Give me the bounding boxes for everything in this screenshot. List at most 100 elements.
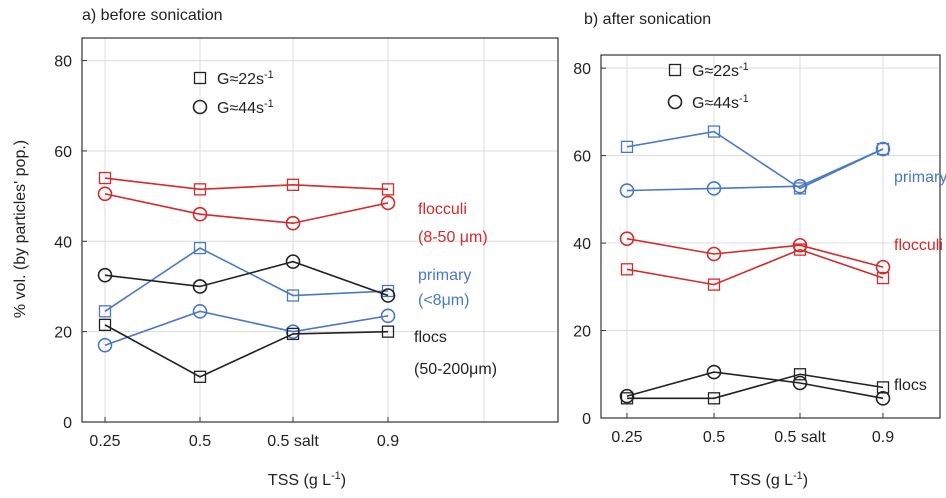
series-line xyxy=(626,148,884,192)
data-point xyxy=(875,259,891,275)
y-tick-label: 60 xyxy=(54,144,72,161)
panel-title: a) before sonication xyxy=(82,7,223,24)
data-point xyxy=(380,195,396,211)
panel-title: b) after sonication xyxy=(584,11,711,28)
series-flocs-square xyxy=(620,368,890,405)
y-tick-label: 40 xyxy=(54,234,72,251)
legend-label: G≈22s-1 xyxy=(217,69,274,88)
legend-circle-marker xyxy=(667,94,683,110)
series-annotation: flocs xyxy=(894,377,927,394)
series-line xyxy=(104,324,389,378)
legend-circle-marker xyxy=(192,99,208,115)
data-point xyxy=(620,140,634,153)
legend-label: G≈22s-1 xyxy=(692,61,749,80)
data-point xyxy=(620,263,634,276)
data-point xyxy=(192,206,208,222)
panel-b: b) after sonication 0 20 40 60 80 0.25 0.5 0.5 s… xyxy=(573,11,946,489)
data-point xyxy=(193,241,207,255)
x-tick-label: 0.5 xyxy=(189,433,211,450)
series-annotation: (<8μm) xyxy=(418,292,469,309)
series-flocculi-square xyxy=(98,171,395,196)
series-annotation: flocculi xyxy=(418,201,467,218)
series-line xyxy=(104,310,389,346)
data-point xyxy=(192,279,208,294)
data-point xyxy=(286,289,300,302)
x-tick-label: 0.9 xyxy=(377,433,399,450)
y-tick-label: 20 xyxy=(54,325,72,342)
data-point xyxy=(380,288,396,303)
legend-label: G≈44s-1 xyxy=(217,98,274,117)
data-point xyxy=(619,231,635,246)
series-annotation: (50-200μm) xyxy=(414,361,497,378)
series-annotation: primary xyxy=(894,169,946,186)
series-primary-circle xyxy=(97,304,396,353)
data-point xyxy=(876,381,890,394)
y-axis-label: % vol. (by particles' pop.) xyxy=(12,140,29,318)
legend-square-marker xyxy=(193,71,207,85)
x-tick-label: 0.9 xyxy=(872,429,894,446)
series-line xyxy=(104,177,389,191)
series-line xyxy=(627,373,884,400)
series-flocculi-square xyxy=(620,243,890,291)
data-point xyxy=(193,183,207,196)
y-tick-label: 0 xyxy=(582,411,591,428)
data-point xyxy=(98,305,112,318)
series-line xyxy=(626,371,884,400)
data-point xyxy=(381,325,395,338)
data-point xyxy=(793,368,807,381)
data-point xyxy=(97,186,113,202)
series-flocculi-circle xyxy=(619,231,891,275)
data-point xyxy=(192,304,208,319)
data-point xyxy=(97,337,113,353)
x-tick-label: 0.5 salt xyxy=(774,429,826,446)
data-point xyxy=(285,324,301,339)
data-point xyxy=(875,391,891,406)
x-tick-label: 0.5 salt xyxy=(267,433,319,450)
series-annotation: primary xyxy=(418,267,471,284)
data-point xyxy=(706,246,722,262)
data-point xyxy=(619,183,635,198)
series-annotation: (8-50 μm) xyxy=(418,229,488,246)
data-point xyxy=(706,181,722,196)
data-point xyxy=(707,392,721,405)
series-line xyxy=(104,260,389,297)
legend-label: G≈44s-1 xyxy=(692,93,749,112)
data-point xyxy=(706,364,722,380)
series-annotation: flocs xyxy=(414,329,447,346)
data-point xyxy=(286,327,300,341)
data-point xyxy=(876,271,890,285)
series-flocs-circle xyxy=(97,254,396,303)
series-primary-circle xyxy=(619,141,891,198)
x-tick-label: 0.25 xyxy=(89,433,120,450)
data-point xyxy=(792,178,808,194)
series-flocs-square xyxy=(98,318,395,383)
legend-square-marker xyxy=(668,63,682,77)
panel-a: a) before sonication 0 20 40 60 80 0.25 0.5 0.5 … xyxy=(12,7,559,489)
data-point xyxy=(619,388,635,404)
y-tick-label: 80 xyxy=(54,54,72,71)
series-line xyxy=(626,248,884,286)
data-point xyxy=(875,141,891,157)
data-point xyxy=(98,318,112,332)
x-tick-label: 0.25 xyxy=(611,429,642,446)
data-point xyxy=(707,125,721,138)
x-axis-label: TSS (g L-1) xyxy=(268,470,346,489)
y-tick-label: 60 xyxy=(573,149,591,166)
x-axis-label: TSS (g L-1) xyxy=(730,470,808,489)
series-line xyxy=(104,193,389,225)
series-line xyxy=(626,237,884,268)
data-point xyxy=(97,267,113,283)
data-point xyxy=(285,215,301,231)
data-point xyxy=(792,375,808,391)
series-flocs-circle xyxy=(619,364,891,406)
data-point xyxy=(286,178,300,191)
series-primary-square xyxy=(620,125,890,195)
data-point xyxy=(876,142,890,156)
data-point xyxy=(707,278,721,291)
series-flocculi-circle xyxy=(97,186,396,231)
series-annotation: flocculi xyxy=(894,237,943,254)
legend: G≈22s-1 G≈44s-1 xyxy=(192,69,274,117)
series-line xyxy=(104,247,389,312)
